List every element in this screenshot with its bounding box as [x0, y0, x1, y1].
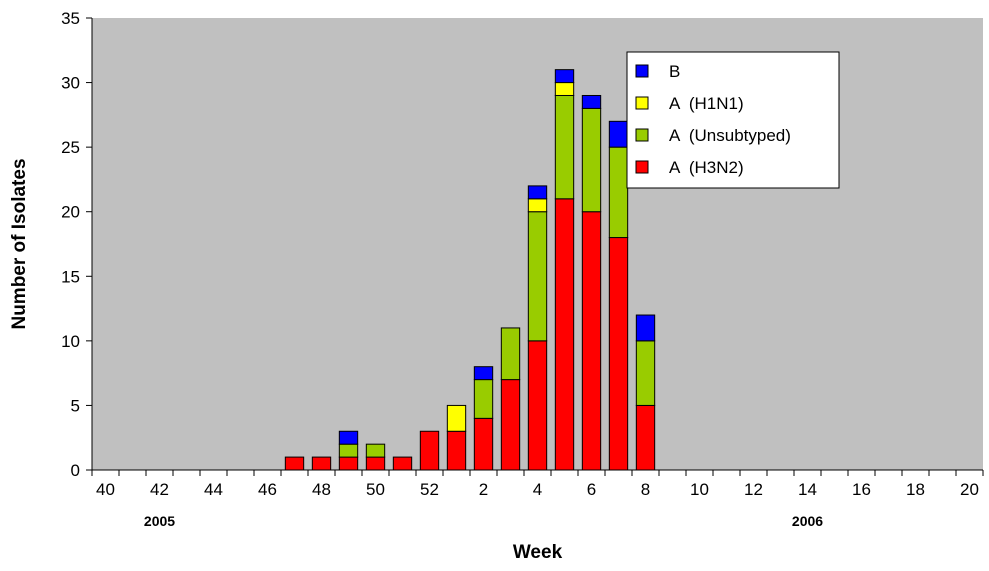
- bar-segment: [500, 379, 521, 471]
- bar-segment: [608, 237, 629, 471]
- y-tick-label: 25: [61, 138, 80, 157]
- bar-segment: [365, 443, 386, 458]
- bar-segment: [608, 146, 629, 239]
- bar-segment: [635, 404, 656, 471]
- x-tick-label: 18: [906, 480, 925, 499]
- bar-segment: [446, 404, 467, 432]
- x-axis-ticks: 40 42 44 46 48 50 52 2 4 6 8 10 12 14 16 18 20: [91, 470, 984, 499]
- x-tick-label: 44: [204, 480, 223, 499]
- x-tick-label: 8: [641, 480, 650, 499]
- x-axis-title: Week: [513, 542, 563, 563]
- x-tick-label: 52: [420, 480, 439, 499]
- bar-segment: [635, 314, 656, 342]
- year-labels: 2005 2006: [144, 513, 823, 529]
- bar-segment: [500, 327, 521, 381]
- legend: B A (H1N1) A (Unsubtyped) A (H3N2): [626, 51, 840, 189]
- bar-segment: [527, 185, 548, 200]
- x-tick-label: 50: [366, 480, 385, 499]
- y-tick-label: 30: [61, 74, 80, 93]
- y-tick-label: 20: [61, 203, 80, 222]
- x-tick-label: 20: [960, 480, 979, 499]
- legend-label: A (Unsubtyped): [669, 126, 791, 145]
- bar-segment: [419, 430, 440, 471]
- bar-segment: [527, 211, 548, 342]
- y-tick-label: 35: [61, 9, 80, 28]
- year-label: 2006: [792, 513, 823, 529]
- legend-box: [626, 51, 840, 189]
- x-tick-label: 46: [258, 480, 277, 499]
- legend-label: B: [669, 62, 680, 81]
- year-label: 2005: [144, 513, 175, 529]
- bar-segment: [338, 443, 359, 458]
- bar-segment: [473, 379, 494, 419]
- x-tick-label: 40: [96, 480, 115, 499]
- legend-label: A (H1N1): [669, 94, 744, 113]
- bar-segment: [338, 430, 359, 445]
- bar-segment: [554, 198, 575, 471]
- x-tick-label: 6: [587, 480, 596, 499]
- x-tick-label: 12: [744, 480, 763, 499]
- x-tick-label: 16: [852, 480, 871, 499]
- bar-segment: [581, 94, 602, 109]
- x-tick-label: 14: [798, 480, 817, 499]
- bar-segment: [527, 340, 548, 471]
- bar-segment: [527, 198, 548, 213]
- bar-segment: [392, 456, 413, 471]
- legend-swatch: [635, 96, 649, 110]
- bar-segment: [473, 366, 494, 381]
- bar-segment: [284, 456, 305, 471]
- x-tick-label: 4: [533, 480, 542, 499]
- legend-swatch: [635, 64, 649, 78]
- y-tick-label: 0: [71, 461, 80, 480]
- bar-segment: [554, 82, 575, 96]
- bar-segment: [554, 69, 575, 84]
- bar-segment: [608, 120, 629, 148]
- bar-segment: [581, 211, 602, 471]
- bar-segment: [581, 107, 602, 213]
- bar-segment: [311, 456, 332, 471]
- bar-segment: [635, 340, 656, 406]
- legend-label: A (H3N2): [669, 158, 744, 177]
- bar-segment: [473, 417, 494, 471]
- x-tick-label: 42: [150, 480, 169, 499]
- bar-segment: [554, 94, 575, 200]
- legend-swatch: [635, 160, 649, 174]
- bar-segment: [338, 456, 359, 471]
- bar-segment: [365, 456, 386, 471]
- y-axis-ticks: 0 5 10 15 20 25 30 35: [61, 9, 92, 480]
- x-tick-label: 48: [312, 480, 331, 499]
- x-tick-label: 2: [479, 480, 488, 499]
- x-tick-label: 10: [690, 480, 709, 499]
- legend-swatch: [635, 128, 649, 142]
- bar-segment: [446, 430, 467, 471]
- y-tick-label: 15: [61, 267, 80, 286]
- y-tick-label: 10: [61, 332, 80, 351]
- y-tick-label: 5: [71, 396, 80, 415]
- y-axis-title: Number of Isolates: [9, 158, 30, 329]
